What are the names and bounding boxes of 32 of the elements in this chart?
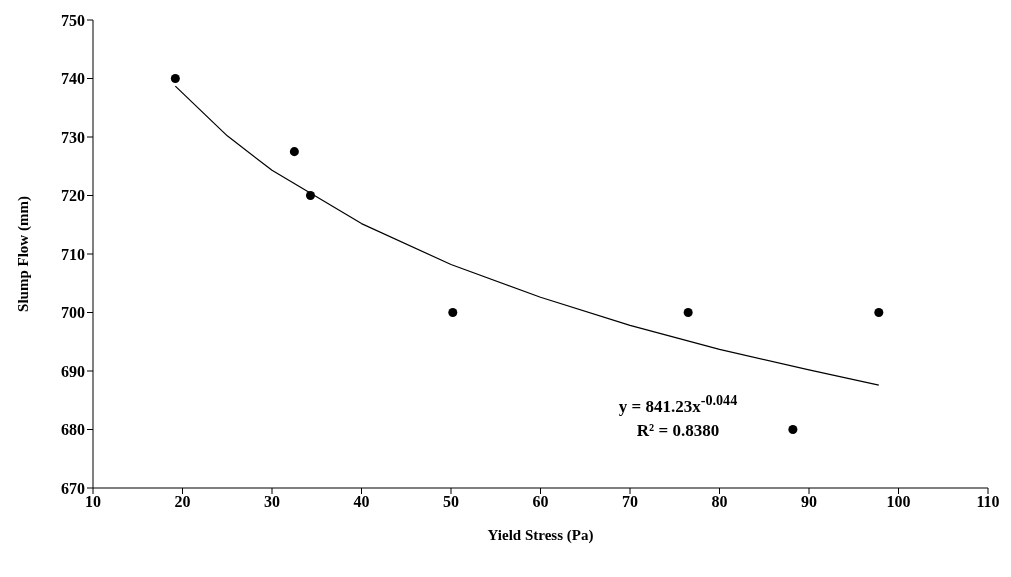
x-tick-label: 80 (711, 493, 728, 511)
y-tick-label: 710 (61, 245, 85, 263)
line-series (174, 85, 880, 386)
y-tick-label: 720 (61, 187, 85, 205)
x-axis-title: Yield Stress (Pa) (487, 527, 594, 544)
y-tick-label: 690 (61, 362, 85, 380)
point (170, 73, 180, 84)
x-tick-label: 40 (353, 493, 370, 511)
y-tick-label: 700 (61, 304, 85, 322)
point (683, 307, 693, 318)
y-tick-label: 750 (61, 11, 85, 29)
x-tick-label: 30 (264, 493, 280, 511)
x-tick-label: 90 (801, 493, 817, 511)
annotation: y = 841.23x$^{-0.044}$ (617, 391, 739, 418)
point (448, 307, 458, 318)
point (874, 307, 884, 318)
point (289, 147, 299, 157)
y-tick-label: 740 (61, 70, 85, 88)
point (788, 424, 798, 435)
point (305, 190, 315, 201)
x-tick-label: 10 (85, 493, 101, 511)
x-tick-label: 110 (976, 493, 1000, 511)
y-tick-label: 670 (61, 479, 85, 497)
y-axis-title: Slump Flow (mm) (15, 196, 33, 312)
x-tick-label: 50 (443, 493, 459, 511)
x-tick-label: 70 (622, 493, 638, 511)
y-tick-label: 730 (61, 128, 85, 146)
x-tick-label: 20 (174, 493, 191, 511)
x-tick-label: 100 (886, 493, 911, 511)
annotation: R² = 0.8380 (635, 419, 721, 442)
y-tick-label: 680 (61, 421, 85, 439)
x-tick-label: 60 (532, 493, 549, 511)
